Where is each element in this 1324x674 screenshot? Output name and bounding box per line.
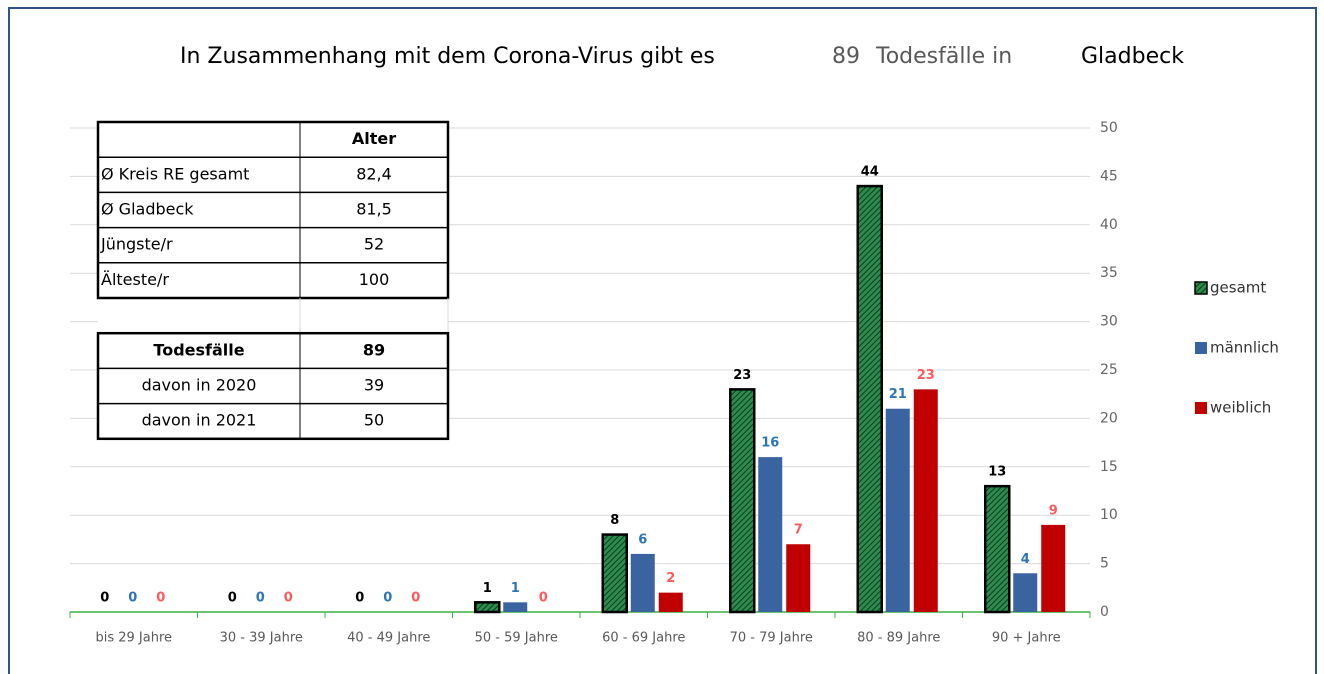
y-tick-label: 20 (1100, 410, 1118, 426)
bar (729, 388, 756, 614)
data-label: 44 (861, 165, 879, 180)
table-cell: 81,5 (356, 200, 392, 219)
data-label: 0 (383, 591, 392, 606)
data-label: 8 (610, 513, 619, 528)
table-cell: Alter (352, 129, 396, 148)
data-label: 0 (411, 591, 420, 606)
table-cell: 50 (364, 411, 384, 430)
data-label: 0 (156, 591, 165, 606)
title-mid: Todesfälle in (875, 44, 1012, 69)
table-border (96, 331, 450, 441)
tables: Alter Ø Kreis RE gesamt 82,4 Ø Gladbeck 81,5… (96, 120, 450, 441)
data-label: 6 (638, 532, 647, 547)
bar (474, 601, 501, 614)
title-count: 89 (832, 44, 860, 69)
y-tick-label: 5 (1100, 556, 1109, 572)
bar (913, 389, 938, 612)
x-tick-label: 40 - 49 Jahre (347, 631, 430, 646)
table-cell: 52 (364, 235, 384, 254)
table-border (96, 120, 450, 300)
table-cell: 39 (364, 376, 384, 395)
bar (601, 533, 628, 614)
legend-label: männlich (1210, 339, 1279, 357)
y-tick-label: 10 (1100, 507, 1118, 523)
legend-swatch (1195, 402, 1207, 414)
legend-label: weiblich (1210, 399, 1271, 417)
data-label: 9 (1049, 503, 1058, 518)
legend-swatch (1195, 342, 1207, 354)
bar (1013, 573, 1038, 612)
data-label: 0 (539, 591, 548, 606)
data-label: 0 (256, 591, 265, 606)
data-label: 0 (355, 591, 364, 606)
table-cell: 89 (363, 340, 385, 359)
y-tick-label: 30 (1100, 314, 1118, 330)
table-cell: davon in 2021 (142, 411, 257, 430)
table-cell: Todesfälle (153, 340, 244, 359)
data-label: 0 (128, 591, 137, 606)
data-label: 23 (733, 368, 751, 383)
data-label: 1 (483, 581, 492, 596)
x-tick-label: 80 - 89 Jahre (857, 631, 940, 646)
y-tick-label: 25 (1100, 362, 1118, 378)
x-tick-label: 70 - 79 Jahre (730, 631, 813, 646)
table-bg (98, 122, 448, 439)
table-cell: Älteste/r (101, 270, 169, 289)
legend-label: gesamt (1210, 279, 1266, 297)
bar (758, 457, 783, 612)
y-tick-label: 15 (1100, 459, 1118, 475)
table-cell: 82,4 (356, 164, 392, 183)
x-tick-label: 90 + Jahre (992, 631, 1061, 646)
data-label: 0 (100, 591, 109, 606)
data-label: 16 (761, 436, 779, 451)
data-label: 4 (1021, 552, 1030, 567)
bar (856, 184, 883, 614)
y-tick-label: 35 (1100, 265, 1118, 281)
table-cell: davon in 2020 (142, 376, 257, 395)
legend-swatch (1194, 281, 1208, 295)
data-label: 1 (511, 581, 520, 596)
table-cell: Ø Kreis RE gesamt (101, 164, 249, 183)
bar (1041, 524, 1066, 612)
bar (885, 408, 910, 612)
data-label: 23 (917, 368, 935, 383)
table-cell: 100 (359, 270, 390, 289)
bar (786, 544, 811, 612)
chart-title: In Zusammenhang mit dem Corona-Virus gib… (180, 44, 715, 69)
title-place: Gladbeck (1081, 44, 1184, 69)
bar (503, 602, 528, 612)
data-label: 21 (889, 387, 907, 402)
table-cell: Jüngste/r (100, 235, 173, 254)
data-label: 2 (666, 571, 675, 586)
data-label: 7 (794, 523, 803, 538)
data-label: 13 (988, 465, 1006, 480)
y-tick-label: 50 (1100, 120, 1118, 136)
bar (630, 553, 655, 612)
x-tick-label: 50 - 59 Jahre (475, 631, 558, 646)
x-tick-label: 60 - 69 Jahre (602, 631, 685, 646)
table-cell: Ø Gladbeck (101, 200, 194, 219)
y-tick-label: 45 (1100, 168, 1118, 184)
y-tick-label: 0 (1100, 604, 1109, 620)
y-tick-label: 40 (1100, 217, 1118, 233)
bar (984, 484, 1011, 614)
x-tick-label: 30 - 39 Jahre (220, 631, 303, 646)
x-tick-label: bis 29 Jahre (95, 631, 172, 646)
data-label: 0 (284, 591, 293, 606)
bar (658, 592, 683, 612)
frame (8, 7, 1317, 674)
data-label: 0 (228, 591, 237, 606)
